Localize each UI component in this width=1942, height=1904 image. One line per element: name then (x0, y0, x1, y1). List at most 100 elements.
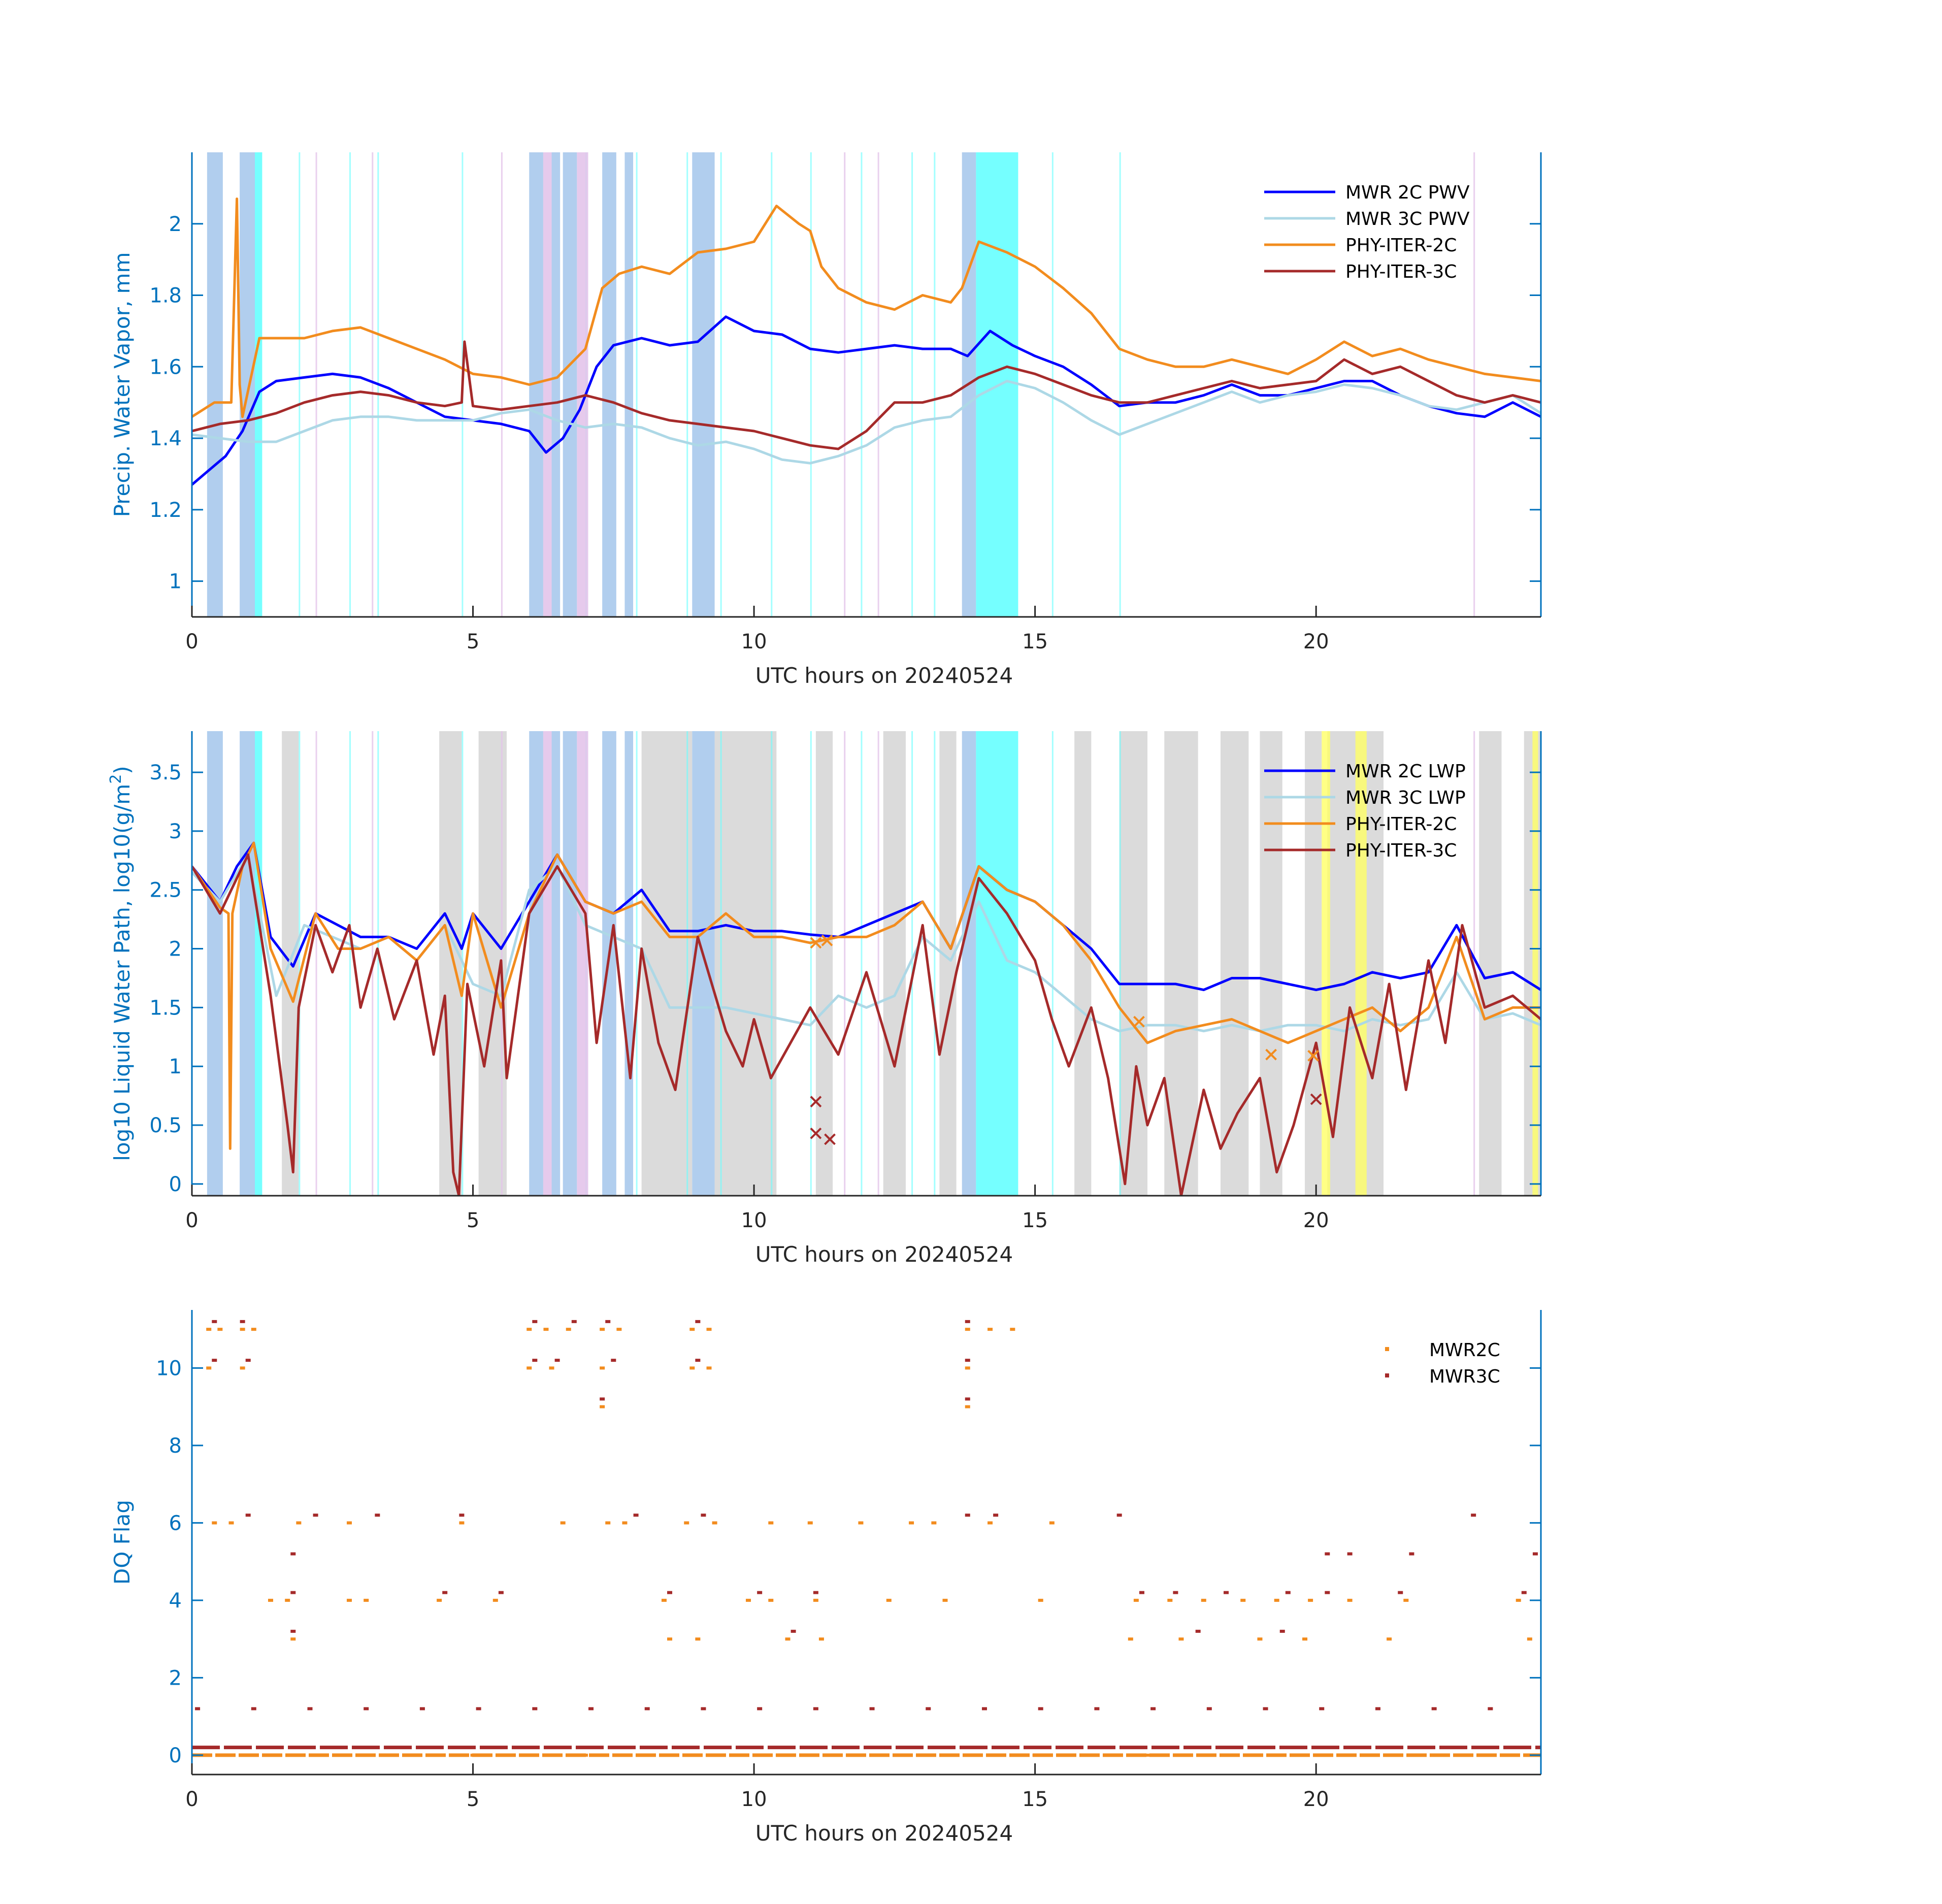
legend-label: MWR 3C PWV (1345, 209, 1470, 229)
thin-cyan-band (349, 152, 351, 617)
y-tick-label: 2 (169, 213, 182, 236)
flag-point (206, 1328, 212, 1331)
flag-point (290, 1637, 296, 1641)
flag-point (633, 1514, 639, 1517)
legend-label: PHY-ITER-2C (1345, 814, 1457, 835)
thin-cyan-band (771, 731, 773, 1196)
flag-point (791, 1629, 796, 1633)
flag-point (689, 1366, 695, 1370)
y-tick-label: 1 (169, 1055, 182, 1078)
flag-point (296, 1521, 302, 1525)
flag-point (965, 1359, 970, 1362)
gray-flag-band (1220, 731, 1249, 1196)
series-line-mwr-2c-lwp (192, 841, 1541, 992)
cyan-flag-band (254, 731, 262, 1196)
flag-point (492, 1598, 498, 1602)
flag-point (600, 1397, 605, 1401)
thin-pink-band (1473, 731, 1475, 1196)
x-tick-label: 10 (741, 1788, 767, 1811)
flag-point (605, 1320, 611, 1323)
pink-flag-band (543, 731, 552, 1196)
legend-label: PHY-ITER-3C (1345, 261, 1457, 282)
flag-point (965, 1397, 970, 1401)
thin-cyan-band (911, 152, 913, 617)
flag-point (1263, 1707, 1268, 1711)
flag-point (695, 1320, 701, 1323)
flag-point (813, 1598, 818, 1602)
thin-pink-band (844, 152, 846, 617)
x-marker (1307, 1049, 1320, 1062)
flag-point (813, 1707, 818, 1711)
flag-point (526, 1366, 532, 1370)
flag-point (1178, 1637, 1184, 1641)
flag-point (290, 1629, 296, 1633)
blue-flag-band (240, 731, 255, 1196)
flag-point (611, 1359, 616, 1362)
flag-point (1532, 1552, 1538, 1556)
y-tick-label: 0.5 (149, 1114, 182, 1137)
legend-label: MWR 3C LWP (1345, 787, 1466, 808)
flag-point (251, 1328, 256, 1331)
thin-cyan-band (299, 152, 301, 617)
y-axis-label: log10 Liquid Water Path, log10(g/m2) (107, 766, 135, 1161)
y-tick-label: 1.5 (149, 996, 182, 1020)
flag-point (1375, 1707, 1380, 1711)
flag-point (988, 1521, 993, 1525)
blue-flag-band (551, 731, 561, 1196)
flag-point (1116, 1514, 1122, 1517)
blue-flag-band (692, 152, 715, 617)
flag-point (442, 1591, 448, 1594)
thin-cyan-band (771, 152, 773, 617)
x-tick-label: 10 (741, 630, 767, 653)
blue-flag-band (692, 731, 715, 1196)
flag-point (217, 1328, 223, 1331)
gray-flag-band (1074, 731, 1092, 1196)
thin-cyan-band (636, 152, 638, 617)
plot-area (192, 731, 1541, 1196)
flag-point (644, 1707, 650, 1711)
gray-flag-band (1479, 731, 1502, 1196)
flag-point (701, 1707, 706, 1711)
flag-point (346, 1521, 352, 1525)
flag-point (689, 1328, 695, 1331)
gray-flag-band (815, 731, 833, 1196)
thin-pink-band (315, 731, 317, 1196)
flag-point (1527, 1637, 1532, 1641)
thin-cyan-band (720, 731, 722, 1196)
flag-point (931, 1521, 937, 1525)
flag-point (240, 1320, 245, 1323)
flag-point (1139, 1591, 1144, 1594)
flag-point (1319, 1707, 1325, 1711)
flag-point (375, 1514, 380, 1517)
flag-point (285, 1598, 290, 1602)
flag-point (1302, 1637, 1308, 1641)
y-axis-label-superscript: 2 (107, 774, 125, 784)
flag-point (616, 1328, 622, 1331)
flag-point (228, 1521, 234, 1525)
flag-point (965, 1320, 970, 1323)
flag-point (290, 1552, 296, 1556)
flag-point (965, 1514, 970, 1517)
yellow-flag-band (1355, 731, 1367, 1196)
flag-point (757, 1591, 763, 1594)
series-line-phy-iter-2c (192, 198, 1541, 418)
flag-point (195, 1707, 201, 1711)
blue-flag-band (207, 152, 223, 617)
flag-point (605, 1521, 611, 1525)
legend-label: PHY-ITER-3C (1345, 840, 1457, 861)
y-tick-label: 2 (169, 938, 182, 961)
legend-swatch (1385, 1347, 1389, 1351)
flag-point (785, 1637, 791, 1641)
thin-cyan-band (810, 731, 812, 1196)
flag-point (1038, 1707, 1043, 1711)
flag-point (437, 1598, 442, 1602)
flag-point (661, 1598, 667, 1602)
flag-point (1274, 1598, 1279, 1602)
x-tick-label: 20 (1303, 630, 1329, 653)
flag-point (1206, 1707, 1212, 1711)
flag-point (543, 1328, 549, 1331)
yellow-flag-band (1532, 731, 1538, 1196)
flag-point (554, 1359, 560, 1362)
flag-point (807, 1521, 813, 1525)
